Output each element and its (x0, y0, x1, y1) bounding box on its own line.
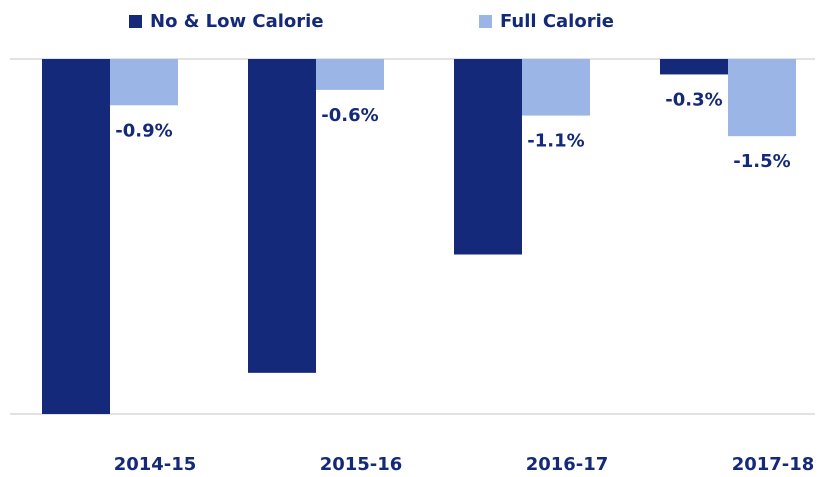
bar (110, 59, 178, 106)
legend-swatch (479, 15, 492, 28)
data-label: -6.1% (253, 230, 310, 251)
data-label: -6.9% (47, 251, 104, 272)
bar (454, 59, 522, 255)
bar (522, 59, 590, 116)
data-label: -0.3% (665, 89, 722, 110)
legend-label: No & Low Calorie (150, 11, 324, 32)
bar (248, 59, 316, 373)
data-label: -3.8% (459, 171, 516, 192)
data-label: -1.5% (733, 151, 790, 172)
x-tick-label: 2014-15 (114, 454, 197, 475)
data-label: -1.1% (527, 131, 584, 152)
data-label: -0.9% (115, 120, 172, 141)
bar (660, 59, 728, 75)
bar (728, 59, 796, 137)
legend-swatch (129, 15, 142, 28)
legend-label: Full Calorie (500, 11, 614, 32)
bar (42, 59, 110, 414)
x-tick-label: 2016-17 (526, 454, 609, 475)
x-tick-label: 2017-18 (732, 454, 815, 475)
bar (316, 59, 384, 90)
data-label: -0.6% (321, 105, 378, 126)
x-tick-label: 2015-16 (320, 454, 403, 475)
